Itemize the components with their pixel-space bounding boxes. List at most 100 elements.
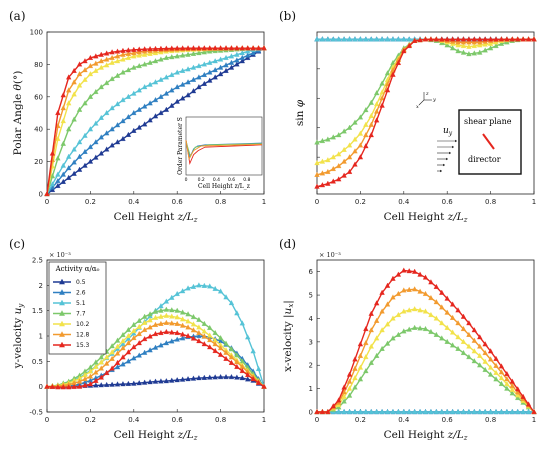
y-tick-label: -0.5 <box>29 409 43 417</box>
data-point <box>196 84 202 90</box>
data-point <box>163 306 170 312</box>
data-point <box>509 386 515 392</box>
data-point <box>201 333 208 339</box>
data-point <box>401 328 407 334</box>
data-point <box>504 408 510 415</box>
data-point <box>417 408 423 415</box>
data-point <box>114 53 121 59</box>
data-point <box>346 392 353 398</box>
data-point <box>352 119 358 125</box>
data-point <box>531 36 537 42</box>
data-point <box>93 60 99 66</box>
legend-label: 5.1 <box>76 300 86 307</box>
data-point <box>357 352 364 358</box>
data-point <box>509 36 515 42</box>
data-point <box>444 36 450 42</box>
legend-entry: 0.5 <box>53 278 86 286</box>
data-point <box>228 346 235 352</box>
data-point <box>482 41 488 47</box>
data-point <box>71 146 77 152</box>
data-point <box>515 408 521 415</box>
axis-multiplier: × 10⁻³ <box>319 251 341 259</box>
data-point <box>471 42 478 49</box>
data-point <box>169 377 175 383</box>
data-point <box>136 62 142 69</box>
data-point <box>368 359 374 365</box>
data-point <box>136 330 142 337</box>
data-point <box>152 79 159 85</box>
data-point <box>49 383 56 389</box>
data-point <box>147 324 153 330</box>
data-point <box>336 176 342 182</box>
data-point <box>531 408 537 415</box>
data-point <box>363 107 369 113</box>
inset-curve <box>185 140 263 161</box>
data-point <box>136 87 142 93</box>
data-point <box>196 375 202 381</box>
data-point <box>487 364 494 370</box>
data-point <box>493 42 499 49</box>
data-point <box>363 325 369 332</box>
data-point <box>406 286 412 292</box>
data-point <box>390 294 396 300</box>
x-tick-label: 0.4 <box>398 416 410 424</box>
data-point <box>444 338 450 344</box>
data-point <box>341 172 347 178</box>
data-point <box>125 349 132 355</box>
data-point <box>196 74 202 80</box>
data-point <box>477 42 483 48</box>
data-point <box>179 288 186 294</box>
data-point <box>169 71 175 77</box>
data-point <box>444 309 450 315</box>
data-point <box>217 64 224 70</box>
data-point <box>417 325 423 331</box>
data-point <box>125 47 132 53</box>
legend-marker <box>59 320 65 327</box>
data-point <box>93 363 99 369</box>
data-point <box>239 58 245 64</box>
data-point <box>190 313 197 320</box>
data-point <box>314 408 320 415</box>
data-point <box>401 267 407 273</box>
data-point <box>163 106 170 112</box>
data-point <box>239 375 245 381</box>
data-point <box>341 158 347 164</box>
data-point <box>76 166 83 172</box>
data-point <box>504 370 510 377</box>
legend-title: Activity α/α₀ <box>55 265 100 273</box>
y-tick-label: 4 <box>309 315 314 323</box>
data-point <box>120 69 126 75</box>
data-point <box>93 88 99 94</box>
data-point <box>125 114 132 120</box>
data-point <box>373 36 380 42</box>
data-point <box>76 383 83 389</box>
data-point <box>471 36 478 42</box>
data-point <box>196 282 202 288</box>
data-point <box>217 335 224 341</box>
x-tick-label: 1 <box>262 198 266 206</box>
data-point <box>131 355 137 361</box>
data-point <box>60 171 66 177</box>
data-point <box>352 148 358 154</box>
data-point <box>234 374 240 380</box>
inset-x-tick: 0.8 <box>243 177 250 183</box>
legend-entry: 10.2 <box>53 320 90 328</box>
data-point <box>120 345 126 351</box>
data-point <box>174 98 180 104</box>
data-point <box>471 408 478 415</box>
data-point <box>482 358 488 364</box>
data-point <box>460 338 467 344</box>
data-point <box>250 348 256 354</box>
data-point <box>373 90 380 96</box>
x-tick-label: 0 <box>45 416 49 424</box>
data-point <box>379 308 385 314</box>
data-point <box>250 45 256 51</box>
data-point <box>368 112 374 118</box>
x-axis-label: Cell Height z/Lz <box>384 211 468 224</box>
data-point <box>71 383 77 389</box>
data-point <box>158 109 164 116</box>
data-point <box>460 313 467 319</box>
x-axis-label: Cell Height z/Lz <box>384 429 468 442</box>
data-point <box>466 51 472 57</box>
data-point <box>147 317 153 323</box>
